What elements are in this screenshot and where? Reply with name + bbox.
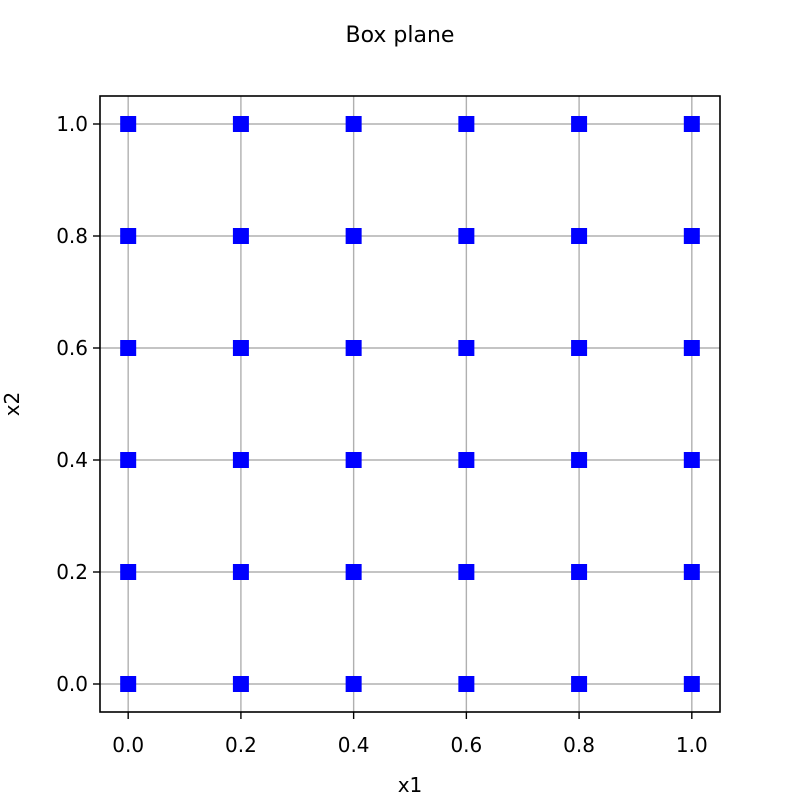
y-axis-ticks: 0.0 0.2 0.4 0.6 0.8 1.0 — [56, 112, 100, 696]
data-point — [345, 228, 362, 244]
data-point — [683, 340, 700, 356]
data-point — [345, 452, 362, 468]
data-point — [232, 676, 249, 692]
data-point — [683, 676, 700, 692]
data-point — [458, 116, 475, 132]
data-point — [120, 564, 137, 580]
data-point — [232, 340, 249, 356]
data-point — [683, 564, 700, 580]
x-tick-label: 0.0 — [112, 733, 144, 757]
data-point — [232, 228, 249, 244]
data-point — [120, 452, 137, 468]
data-point — [571, 452, 588, 468]
data-point — [458, 228, 475, 244]
data-point — [345, 676, 362, 692]
y-tick-label: 0.8 — [56, 224, 88, 248]
data-point — [458, 676, 475, 692]
data-point — [458, 340, 475, 356]
x-tick-label: 0.4 — [338, 733, 370, 757]
grid — [100, 96, 720, 712]
data-point — [120, 116, 137, 132]
data-point — [571, 228, 588, 244]
data-point — [683, 116, 700, 132]
y-tick-label: 0.2 — [56, 560, 88, 584]
y-tick-label: 0.6 — [56, 336, 88, 360]
x-tick-label: 0.6 — [450, 733, 482, 757]
data-point — [345, 564, 362, 580]
y-tick-label: 0.4 — [56, 448, 88, 472]
y-tick-label: 1.0 — [56, 112, 88, 136]
data-point — [571, 340, 588, 356]
data-point — [571, 116, 588, 132]
data-point — [683, 228, 700, 244]
data-point — [232, 116, 249, 132]
data-point — [458, 564, 475, 580]
data-point — [345, 340, 362, 356]
data-point — [571, 564, 588, 580]
data-point — [571, 676, 588, 692]
x-axis-ticks: 0.0 0.2 0.4 0.6 0.8 1.0 — [112, 712, 708, 757]
x-axis-label: x1 — [398, 773, 423, 797]
x-tick-label: 0.8 — [563, 733, 595, 757]
data-point — [232, 452, 249, 468]
data-point — [345, 116, 362, 132]
data-point — [120, 340, 137, 356]
x-tick-label: 1.0 — [676, 733, 708, 757]
data-point — [458, 452, 475, 468]
y-tick-label: 0.0 — [56, 672, 88, 696]
data-point — [232, 564, 249, 580]
plot-frame — [99, 95, 721, 713]
chart-title: Box plane — [346, 23, 455, 48]
x-tick-label: 0.2 — [225, 733, 257, 757]
data-point — [683, 452, 700, 468]
data-point — [120, 228, 137, 244]
y-axis-label: x2 — [0, 392, 24, 417]
data-points — [120, 116, 700, 692]
data-point — [120, 676, 137, 692]
